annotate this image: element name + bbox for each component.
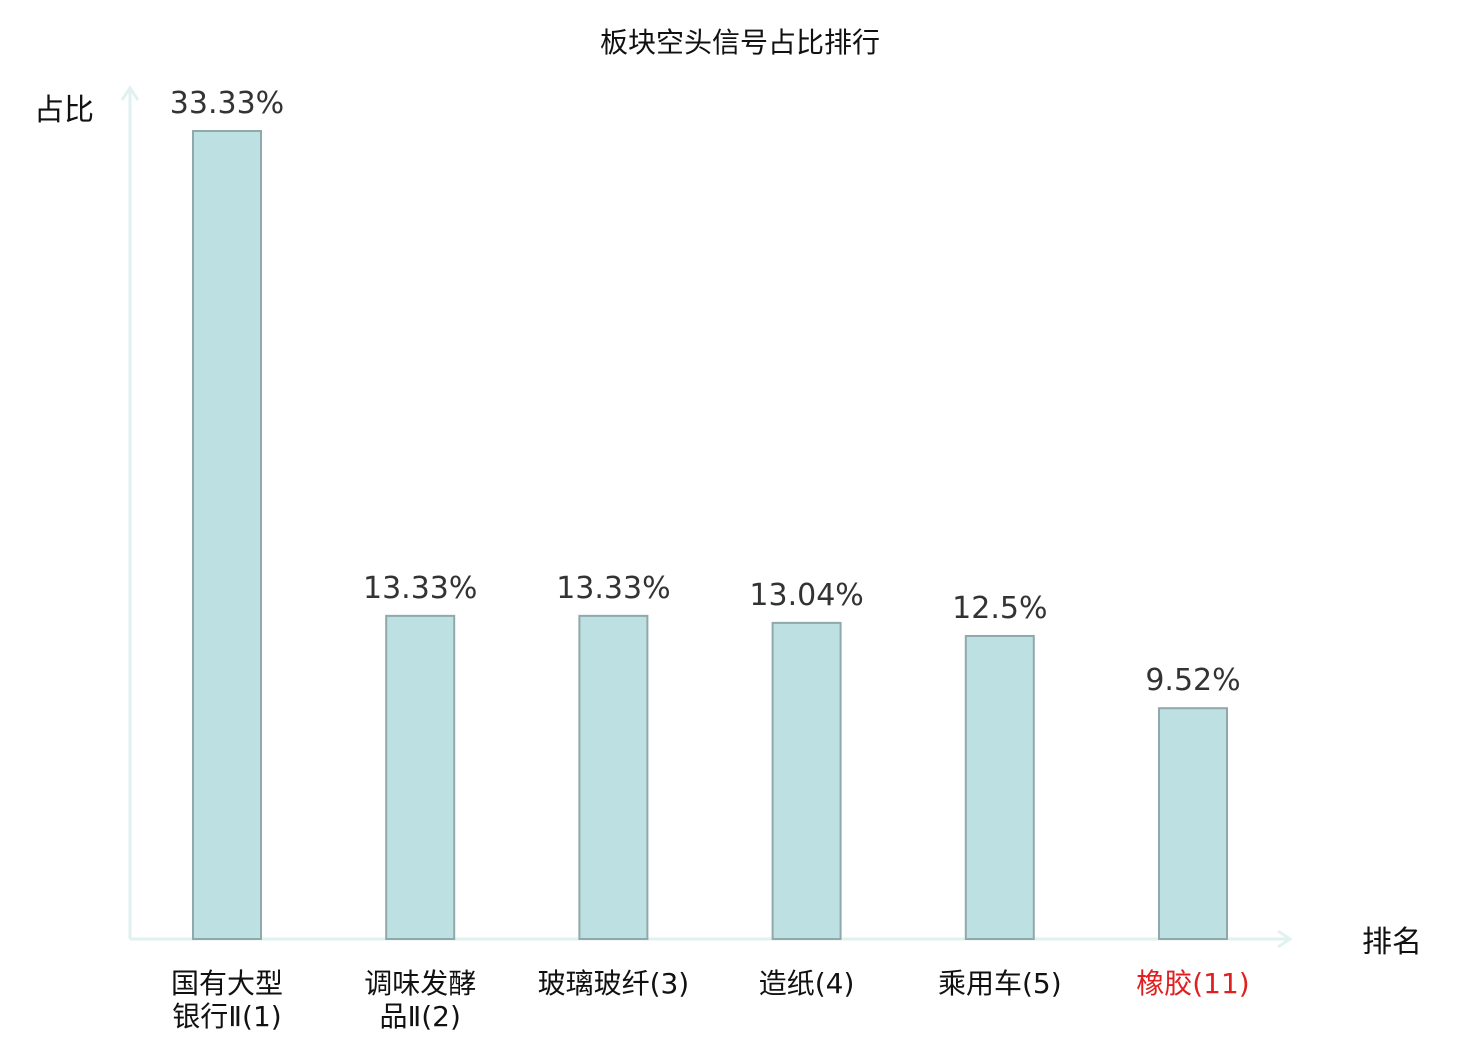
axes [120, 85, 1293, 949]
value-label: 12.5% [952, 591, 1047, 626]
value-labels-group: 33.33% 13.33% 13.33% 13.04% 12.5% 9.52% [170, 86, 1241, 698]
category-label: 造纸(4) [759, 967, 855, 1000]
value-label: 33.33% [170, 86, 284, 121]
category-label: 乘用车(5) [938, 967, 1062, 1000]
value-label: 13.33% [556, 571, 670, 606]
bar [578, 614, 649, 941]
category-label: 调味发酵 [364, 967, 476, 1000]
x-axis-arrow [1277, 929, 1293, 949]
category-label: 橡胶(11) [1136, 967, 1249, 1000]
category-label: 银行Ⅱ(1) [172, 1000, 281, 1033]
value-label: 13.04% [749, 578, 863, 613]
category-label: 国有大型 [171, 967, 283, 1000]
bars-group [192, 130, 1228, 941]
value-label: 9.52% [1145, 663, 1240, 698]
bar [1158, 707, 1228, 940]
category-label: 品Ⅱ(2) [379, 1000, 460, 1033]
x-axis-label: 排名 [1362, 925, 1422, 960]
value-label: 13.33% [363, 571, 477, 606]
bar [385, 614, 456, 941]
bar [771, 621, 842, 940]
bar [964, 634, 1035, 941]
y-axis-arrow [120, 85, 140, 101]
bar [192, 130, 262, 940]
category-label: 玻璃玻纤(3) [538, 967, 690, 1000]
chart-title: 板块空头信号占比排行 [600, 26, 880, 59]
y-axis-label: 占比 [34, 93, 94, 128]
